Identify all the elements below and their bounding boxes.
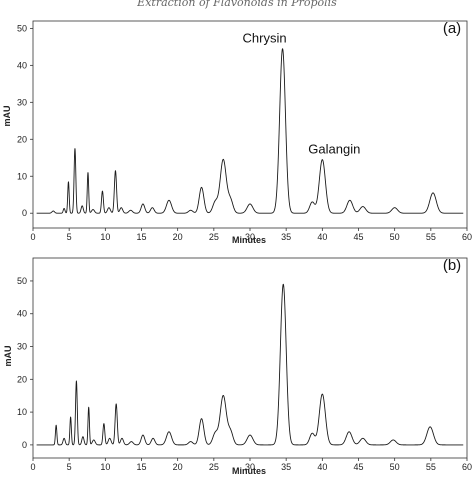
x-tick-label: 30 [245, 462, 255, 472]
x-tick-label: 55 [426, 462, 436, 472]
x-tick-label: 0 [30, 462, 35, 472]
plot-frame [32, 20, 468, 229]
chromatogram-trace [36, 283, 464, 446]
x-tick-label: 60 [462, 462, 472, 472]
x-axis-label-b: Minutes [232, 466, 266, 476]
y-tick-label: 10 [17, 171, 27, 181]
y-tick-label: 10 [17, 407, 27, 417]
y-tick-label: 0 [22, 440, 27, 450]
y-tick-label: 0 [22, 208, 27, 218]
x-tick-label: 25 [209, 232, 219, 242]
x-tick-label: 45 [353, 462, 363, 472]
x-tick-label: 10 [100, 462, 110, 472]
y-axis-label-b: mAU [3, 345, 13, 366]
panel-label-b: (b) [443, 257, 461, 274]
x-tick-label: 15 [136, 232, 146, 242]
x-axis-label-a: Minutes [232, 235, 266, 245]
x-tick-label: 55 [426, 232, 436, 242]
y-tick-label: 40 [17, 60, 27, 70]
chromatogram-panel-b: (b) Minutes mAU 0 5 10 15 20 25 30 35 40 45 50 55 60… [3, 257, 472, 476]
peak-label-galangin: Galangin [308, 142, 360, 157]
peak-label-chrysin: Chrysin [243, 31, 287, 46]
x-tick-label: 20 [173, 462, 183, 472]
x-tick-label: 5 [67, 462, 72, 472]
y-tick-label: 40 [17, 309, 27, 319]
x-tick-label: 60 [462, 232, 472, 242]
y-tick-label: 50 [17, 276, 27, 286]
chromatogram-trace [36, 48, 464, 214]
x-tick-label: 15 [136, 462, 146, 472]
x-tick-label: 50 [390, 232, 400, 242]
y-tick-label: 50 [17, 23, 27, 33]
x-tick-label: 40 [317, 232, 327, 242]
x-tick-label: 25 [209, 462, 219, 472]
x-tick-label: 30 [245, 232, 255, 242]
y-tick-label: 30 [17, 342, 27, 352]
x-tick-label: 5 [67, 232, 72, 242]
x-tick-label: 45 [353, 232, 363, 242]
x-tick-label: 35 [281, 232, 291, 242]
plot-frame [32, 257, 468, 459]
x-tick-label: 10 [100, 232, 110, 242]
x-tick-label: 20 [173, 232, 183, 242]
x-tick-label: 40 [317, 462, 327, 472]
page-header: Extraction of Flavonoids in Propolis [136, 0, 337, 9]
y-axis-label-a: mAU [2, 105, 12, 126]
chromatogram-panel-a: (a) Minutes mAU 0 5 10 15 20 25 30 35 40 45 50 55 60… [2, 20, 472, 245]
y-tick-label: 30 [17, 97, 27, 107]
y-tick-label: 20 [17, 374, 27, 384]
y-tick-label: 20 [17, 134, 27, 144]
x-tick-label: 35 [281, 462, 291, 472]
panel-label-a: (a) [443, 20, 461, 37]
x-tick-label: 50 [390, 462, 400, 472]
x-tick-label: 0 [30, 232, 35, 242]
